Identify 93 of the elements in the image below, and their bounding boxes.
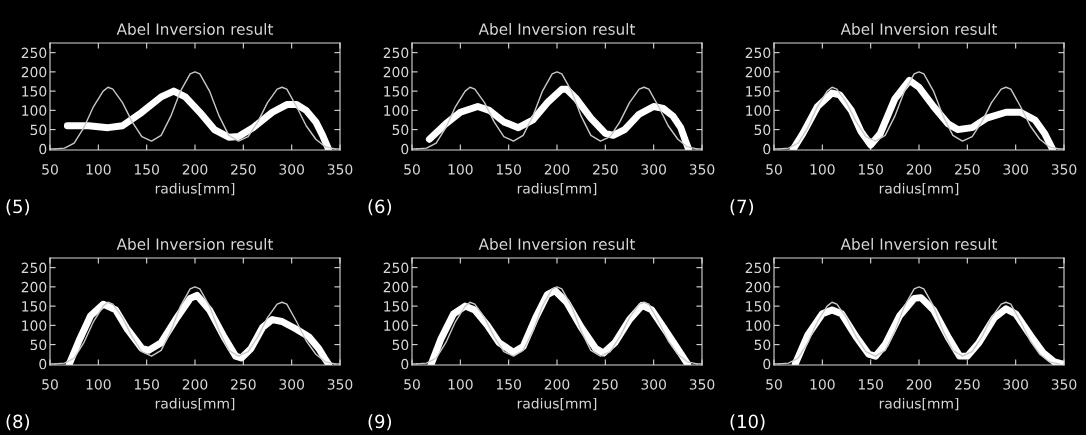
y-tick-label: 0 [763,358,771,370]
text: (8) [6,414,30,431]
chart-title: Abel Inversion result [840,23,998,35]
x-tick-label: 250 [593,164,618,175]
y-tick-label: 100 [22,105,47,116]
x-tick-label: 300 [641,164,666,175]
y-tick-label: 50 [754,339,771,351]
x-tick-label: 350 [689,164,715,175]
x-tick-label: 250 [955,164,980,175]
y-tick-label: 150 [22,301,47,312]
x-tick-label: 150 [858,379,883,390]
x-tick-label: 150 [134,164,159,175]
x-tick-label: 250 [231,379,256,390]
x-tick-label: 150 [496,379,521,390]
x-tick-label: 200 [182,164,208,175]
x-tick-label: 350 [327,164,353,175]
y-tick-label: 150 [746,301,771,312]
y-tick-label: 50 [392,124,409,136]
x-tick-label: 150 [134,379,159,390]
chart-title: Abel Inversion result [478,23,636,35]
chart-title: Abel Inversion result [116,23,274,35]
text: (5) [6,199,30,216]
text: (6) [368,199,392,216]
chart-title: Abel Inversion result [840,238,998,250]
x-tick-label: 200 [906,164,932,175]
line-series [54,71,336,150]
y-tick-label: 250 [745,47,771,59]
line-series [416,71,698,150]
x-axis-title: radius[mm] [517,182,597,196]
y-tick-label: 250 [383,262,409,274]
y-tick-label: 0 [39,143,47,155]
y-tick-label: 50 [392,339,409,351]
x-tick-label: 100 [810,379,835,390]
x-tick-label: 250 [231,164,256,175]
x-tick-label: 200 [182,379,208,390]
y-tick-label: 150 [22,86,47,97]
x-tick-label: 200 [544,164,570,175]
x-tick-label: 150 [858,164,883,175]
text: (7) [730,199,754,216]
x-tick-label: 300 [279,379,304,390]
x-tick-label: 100 [810,164,835,175]
x-tick-label: 200 [906,379,932,390]
x-tick-label: 250 [955,379,980,390]
chart-title: Abel Inversion result [116,238,274,250]
x-tick-label: 350 [327,379,353,390]
y-tick-label: 200 [21,66,47,78]
x-tick-label: 100 [86,164,111,175]
y-tick-label: 100 [22,320,47,331]
y-tick-label: 200 [383,281,409,293]
y-tick-label: 100 [384,320,409,331]
x-tick-label: 150 [496,164,521,175]
x-tick-label: 300 [1003,164,1028,175]
x-tick-label: 100 [448,379,473,390]
y-tick-label: 0 [39,358,47,370]
y-tick-label: 100 [746,320,771,331]
x-tick-label: 200 [544,379,570,390]
x-tick-label: 300 [641,379,666,390]
y-tick-label: 100 [746,105,771,116]
x-tick-label: 100 [448,164,473,175]
y-tick-label: 50 [754,124,771,136]
y-tick-label: 200 [21,281,47,293]
x-axis-title: radius[mm] [155,182,235,196]
y-tick-label: 100 [384,105,409,116]
x-tick-label: 300 [1003,379,1028,390]
y-tick-label: 0 [401,358,409,370]
text: (10) [730,414,765,431]
y-tick-label: 250 [21,47,47,59]
x-tick-label: 300 [279,164,304,175]
y-tick-label: 0 [401,143,409,155]
y-tick-label: 150 [384,86,409,97]
y-tick-label: 50 [30,339,47,351]
x-tick-label: 350 [1051,164,1077,175]
y-tick-label: 200 [383,66,409,78]
y-tick-label: 250 [21,262,47,274]
x-tick-label: 350 [1051,379,1077,390]
x-axis-title: radius[mm] [155,397,235,411]
x-axis-title: radius[mm] [517,397,597,411]
y-tick-label: 250 [383,47,409,59]
line-series [778,286,1060,365]
y-tick-label: 150 [384,301,409,312]
y-tick-label: 50 [30,124,47,136]
x-tick-label: 250 [593,379,618,390]
x-axis-title: radius[mm] [879,182,959,196]
text: (9) [368,414,392,431]
y-tick-label: 200 [745,66,771,78]
x-axis-title: radius[mm] [879,397,959,411]
x-tick-label: 350 [689,379,715,390]
chart-title: Abel Inversion result [478,238,636,250]
y-tick-label: 200 [745,281,771,293]
x-tick-label: 100 [86,379,111,390]
y-tick-label: 0 [763,143,771,155]
y-tick-label: 250 [745,262,771,274]
y-tick-label: 150 [746,86,771,97]
